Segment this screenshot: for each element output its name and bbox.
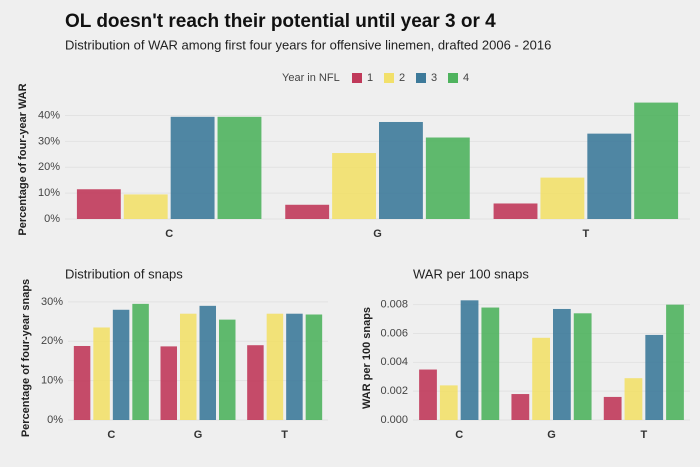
legend-label: 2 (399, 72, 405, 84)
y-tick-label: 0.006 (380, 327, 408, 339)
y-tick-label: 20% (41, 335, 63, 347)
bar (553, 308, 571, 420)
y-tick-label: 0.004 (380, 356, 408, 368)
x-tick-label: T (281, 429, 288, 441)
x-tick-label: G (373, 228, 382, 240)
x-tick-label: C (165, 228, 173, 240)
bar (634, 102, 679, 219)
x-tick-label: G (194, 429, 203, 441)
bar (603, 396, 622, 420)
bar (219, 319, 236, 420)
bar (573, 313, 592, 420)
bar (73, 345, 91, 420)
legend-title: Year in NFL (282, 72, 340, 84)
chart-subtitle: Distribution of WAR among first four yea… (65, 37, 551, 52)
bar (439, 385, 458, 420)
bar (666, 304, 684, 420)
bar (332, 153, 376, 219)
y-axis-label: WAR per 100 snaps (361, 307, 373, 409)
y-tick-label: 0.000 (380, 414, 408, 426)
y-tick-label: 0% (47, 414, 63, 426)
legend-swatch (448, 73, 458, 83)
bar (286, 313, 303, 420)
bar (199, 305, 216, 420)
bar (123, 194, 168, 219)
x-tick-label: T (582, 228, 589, 240)
bar (460, 300, 479, 420)
bar (419, 369, 437, 420)
chart-title: OL doesn't reach their potential until y… (65, 11, 496, 32)
y-tick-label: 0.008 (380, 299, 408, 311)
bar (93, 327, 110, 420)
bar (217, 116, 262, 219)
bar (493, 203, 538, 219)
bar (532, 337, 550, 420)
bar (285, 204, 330, 219)
x-tick-label: C (455, 429, 463, 441)
bar (180, 313, 197, 420)
legend-label: 4 (463, 72, 469, 84)
legend-swatch (384, 73, 394, 83)
bar (481, 307, 500, 420)
y-tick-label: 30% (38, 135, 60, 147)
bar (112, 309, 130, 420)
panel-title: WAR per 100 snaps (413, 266, 529, 281)
y-tick-label: 20% (38, 161, 60, 173)
bar (587, 133, 632, 219)
bar (511, 394, 530, 420)
bar (645, 334, 664, 420)
bar (266, 313, 284, 420)
y-tick-label: 40% (38, 109, 60, 121)
y-axis-label: Percentage of four-year WAR (17, 83, 29, 235)
legend-label: 1 (367, 72, 373, 84)
y-tick-label: 10% (41, 375, 63, 387)
y-axis-label: Percentage of four-year snaps (20, 279, 32, 437)
x-tick-label: G (547, 429, 556, 441)
x-tick-label: T (640, 429, 647, 441)
bar (379, 121, 423, 219)
y-tick-label: 0.002 (380, 385, 408, 397)
bar (305, 314, 323, 420)
legend-swatch (352, 73, 362, 83)
y-tick-label: 10% (38, 187, 60, 199)
y-tick-label: 0% (44, 213, 60, 225)
bar (160, 346, 177, 420)
bar (540, 177, 585, 219)
bar (425, 137, 470, 219)
bar (247, 345, 264, 420)
y-tick-label: 30% (41, 296, 63, 308)
legend-swatch (416, 73, 426, 83)
bar (132, 303, 149, 420)
bar (76, 189, 121, 219)
panel-title: Distribution of snaps (65, 266, 183, 281)
x-tick-label: C (107, 429, 115, 441)
bar (624, 378, 643, 420)
legend-label: 3 (431, 72, 437, 84)
bar (170, 116, 215, 219)
